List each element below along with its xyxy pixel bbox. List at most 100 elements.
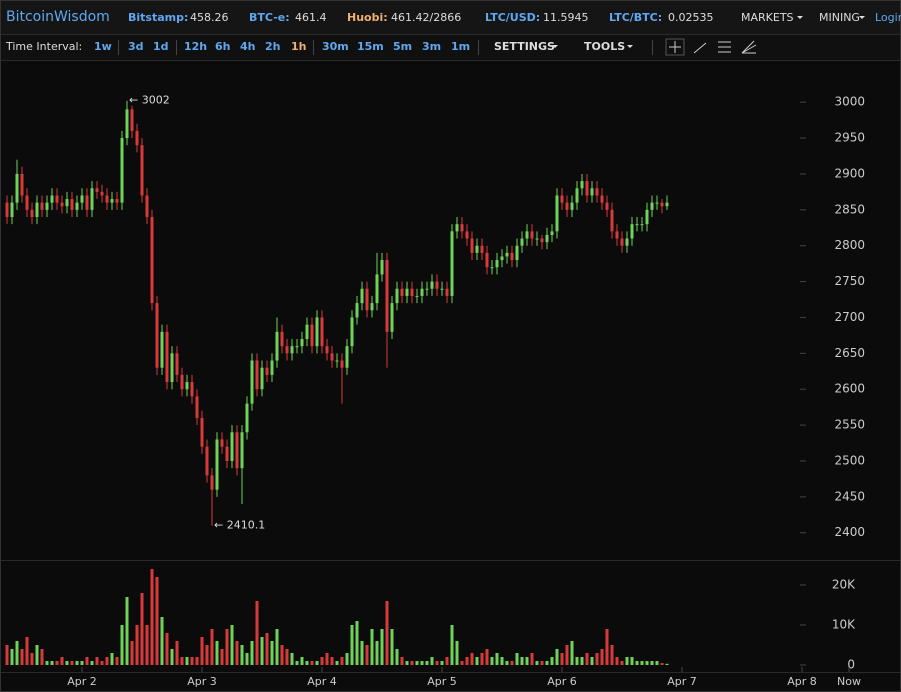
candle-body: [55, 195, 59, 203]
interval-button[interactable]: 1m: [451, 40, 470, 53]
candle-body: [290, 346, 294, 354]
interval-button[interactable]: 4h: [240, 40, 256, 53]
x-tick-label: Apr 4: [307, 675, 337, 688]
volume-bar: [405, 661, 409, 665]
candle-body: [550, 231, 554, 235]
volume-bar: [30, 653, 34, 665]
volume-bar: [110, 653, 114, 665]
candle-body: [260, 367, 264, 390]
volume-bar: [500, 657, 504, 665]
login[interactable]: Login: [875, 11, 901, 24]
volume-bar: [100, 661, 104, 665]
volume-bar: [335, 661, 339, 665]
volume-bar: [270, 641, 274, 665]
candle-body: [585, 181, 589, 196]
candle-body: [180, 374, 184, 390]
candle-body: [265, 367, 269, 375]
ticker-label: LTC/USD:: [485, 11, 540, 24]
candle-body: [60, 202, 64, 207]
candle-body: [145, 195, 149, 217]
volume-bar: [580, 657, 584, 665]
interval-button[interactable]: 5m: [393, 40, 412, 53]
volume-bar: [285, 649, 289, 665]
interval-button[interactable]: 30m: [322, 40, 349, 53]
candle-body: [315, 317, 319, 347]
volume-bar: [85, 657, 89, 665]
volume-bar: [210, 629, 214, 665]
candle-body: [175, 353, 179, 375]
candle-body: [20, 173, 24, 196]
interval-button[interactable]: 15m: [357, 40, 384, 53]
volume-bar: [35, 645, 39, 665]
candle-body: [200, 417, 204, 447]
interval-button[interactable]: 3d: [128, 40, 144, 53]
interval-button[interactable]: 1w: [94, 40, 112, 53]
y-tick-label: 2400: [834, 525, 865, 539]
candle-body: [460, 224, 464, 232]
candle-body: [225, 446, 229, 461]
volume-bar: [195, 657, 199, 665]
volume-bar: [265, 633, 269, 665]
volume-bar: [555, 649, 559, 665]
y-tick-label: 2700: [834, 310, 865, 324]
menu[interactable]: MARKETS: [741, 11, 794, 24]
candle-body: [95, 188, 99, 192]
candle-body: [130, 109, 134, 131]
menu[interactable]: MINING: [819, 11, 860, 24]
ticker-label: Huobi:: [347, 11, 388, 24]
volume-bar: [310, 661, 314, 665]
candle-body: [295, 346, 299, 348]
volume-bar: [520, 657, 524, 665]
volume-bar: [615, 657, 619, 665]
tool-icons[interactable]: [665, 38, 757, 56]
interval-button[interactable]: 3m: [422, 40, 441, 53]
volume-bar: [280, 645, 284, 665]
candle-body: [100, 191, 104, 196]
candle-body: [435, 281, 439, 289]
interval-button[interactable]: 6h: [215, 40, 231, 53]
candle-body: [480, 245, 484, 253]
y-tick-label: 2650: [834, 346, 865, 360]
candle-body: [655, 202, 659, 204]
volume-bar: [215, 641, 219, 665]
candle-body: [485, 252, 489, 268]
x-tick-label: Apr 6: [547, 675, 577, 688]
settings-menu[interactable]: SETTINGS: [494, 40, 555, 53]
candle-body: [80, 195, 84, 203]
tools-menu[interactable]: TOOLS: [584, 40, 625, 53]
candle-body: [515, 245, 519, 261]
volume-bar: [590, 657, 594, 665]
interval-button[interactable]: 12h: [184, 40, 207, 53]
interval-button[interactable]: 1h: [291, 40, 307, 53]
volume-bar: [420, 661, 424, 665]
volume-bar: [370, 629, 374, 665]
volume-bar: [570, 641, 574, 665]
volume-bar: [455, 641, 459, 665]
volume-bar: [25, 637, 29, 665]
volume-bar: [225, 629, 229, 665]
min-annotation: ← 2410.1: [214, 518, 265, 531]
interval-button[interactable]: 1d: [153, 40, 169, 53]
candle-body: [385, 260, 389, 332]
volume-bar: [450, 625, 454, 665]
candle-body: [505, 252, 509, 257]
candle-body: [5, 202, 9, 217]
volume-bar: [355, 621, 359, 665]
candle-body: [440, 288, 444, 290]
volume-bar: [220, 649, 224, 665]
y-tick-label: 2950: [834, 131, 865, 145]
volume-bar: [635, 661, 639, 665]
volume-bar: [160, 617, 164, 665]
candle-body: [545, 234, 549, 243]
x-tick-label: Apr 8: [787, 675, 817, 688]
candle-body: [150, 216, 154, 304]
volume-bar: [105, 657, 109, 665]
candle-body: [170, 353, 174, 383]
interval-button[interactable]: 2h: [265, 40, 281, 53]
x-tick-label: Apr 3: [187, 675, 217, 688]
brand[interactable]: BitcoinWisdom: [6, 9, 110, 25]
candle-body: [335, 360, 339, 362]
x-tick-label: Apr 2: [67, 675, 97, 688]
volume-bar: [275, 629, 279, 665]
